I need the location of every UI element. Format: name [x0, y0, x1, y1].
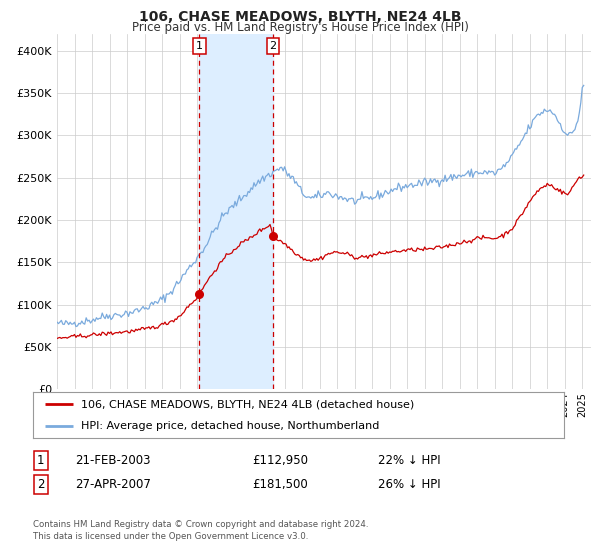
Text: 1: 1 [196, 41, 203, 51]
Text: 2: 2 [37, 478, 44, 491]
Text: £112,950: £112,950 [252, 454, 308, 467]
Text: 22% ↓ HPI: 22% ↓ HPI [378, 454, 440, 467]
Bar [199, 34, 273, 389]
Text: This data is licensed under the Open Government Licence v3.0.: This data is licensed under the Open Gov… [33, 532, 308, 541]
Text: 2: 2 [269, 41, 277, 51]
Text: 26% ↓ HPI: 26% ↓ HPI [378, 478, 440, 491]
Text: 106, CHASE MEADOWS, BLYTH, NE24 4LB (detached house): 106, CHASE MEADOWS, BLYTH, NE24 4LB (det… [81, 399, 414, 409]
Text: £181,500: £181,500 [252, 478, 308, 491]
Text: 106, CHASE MEADOWS, BLYTH, NE24 4LB: 106, CHASE MEADOWS, BLYTH, NE24 4LB [139, 10, 461, 24]
Text: HPI: Average price, detached house, Northumberland: HPI: Average price, detached house, Nort… [81, 421, 379, 431]
Text: 27-APR-2007: 27-APR-2007 [75, 478, 151, 491]
Text: Contains HM Land Registry data © Crown copyright and database right 2024.: Contains HM Land Registry data © Crown c… [33, 520, 368, 529]
Text: 21-FEB-2003: 21-FEB-2003 [75, 454, 151, 467]
Text: 1: 1 [37, 454, 44, 467]
Text: Price paid vs. HM Land Registry's House Price Index (HPI): Price paid vs. HM Land Registry's House … [131, 21, 469, 34]
